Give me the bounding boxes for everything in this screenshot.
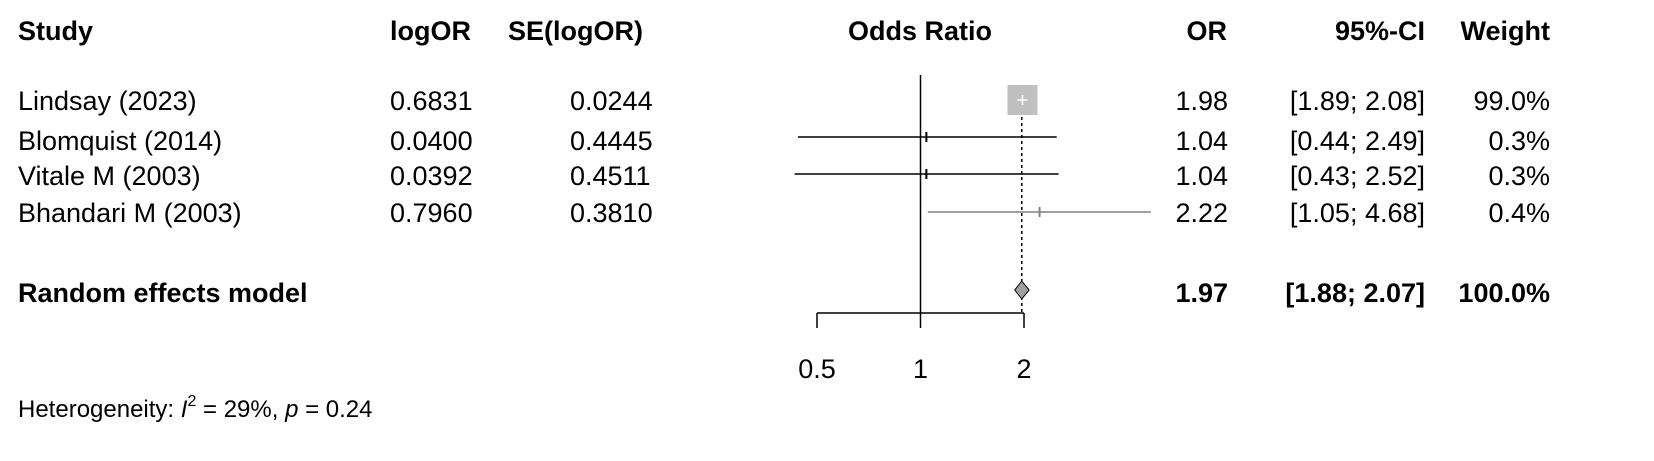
study-weight: 0.3% — [1488, 161, 1550, 191]
study-or: 1.04 — [1175, 161, 1228, 191]
study-row: Bhandari M (2003) 0.7960 0.3810 2.22 [1.… — [18, 198, 1550, 228]
x-tick-label: 0.5 — [798, 354, 836, 384]
header-ci: 95%-CI — [1335, 16, 1425, 46]
study-se: 0.0244 — [570, 86, 653, 116]
plot-area: 0.5 1 2 — [794, 75, 1151, 384]
study-se: 0.3810 — [570, 198, 653, 228]
study-weight: 99.0% — [1473, 86, 1550, 116]
study-se: 0.4445 — [570, 126, 653, 156]
study-row: Blomquist (2014) 0.0400 0.4445 1.04 [0.4… — [18, 126, 1550, 156]
header-logor: logOR — [390, 16, 471, 46]
study-row: Vitale M (2003) 0.0392 0.4511 1.04 [0.43… — [18, 161, 1550, 191]
study-logor: 0.6831 — [390, 86, 473, 116]
study-ci: [1.89; 2.08] — [1290, 86, 1425, 116]
study-row: Lindsay (2023) 0.6831 0.0244 1.98 [1.89;… — [18, 86, 1550, 116]
study-ci: [0.43; 2.52] — [1290, 161, 1425, 191]
study-se: 0.4511 — [570, 161, 651, 191]
heterogeneity-text: Heterogeneity: I2 = 29%, p = 0.24 — [18, 393, 373, 423]
study-ci: [1.05; 4.68] — [1290, 198, 1425, 228]
study-name: Lindsay (2023) — [18, 86, 197, 116]
study-name: Blomquist (2014) — [18, 126, 222, 156]
study-ci: [0.44; 2.49] — [1290, 126, 1425, 156]
summary-name: Random effects model — [18, 278, 308, 308]
study-or: 1.04 — [1175, 126, 1228, 156]
x-tick-label: 2 — [1016, 354, 1031, 384]
study-weight: 0.4% — [1488, 198, 1550, 228]
header-weight: Weight — [1461, 16, 1551, 46]
study-logor: 0.0392 — [390, 161, 473, 191]
header-odds-ratio: Odds Ratio — [848, 16, 992, 46]
summary-or: 1.97 — [1175, 278, 1228, 308]
study-or: 2.22 — [1175, 198, 1228, 228]
summary-weight: 100.0% — [1458, 278, 1550, 308]
x-tick-label: 1 — [913, 354, 928, 384]
study-logor: 0.7960 — [390, 198, 473, 228]
study-or: 1.98 — [1175, 86, 1228, 116]
summary-ci: [1.88; 2.07] — [1285, 278, 1425, 308]
header-or: OR — [1187, 16, 1228, 46]
study-weight: 0.3% — [1488, 126, 1550, 156]
summary-row: Random effects model 1.97 [1.88; 2.07] 1… — [18, 278, 1550, 308]
pooled-diamond — [1014, 280, 1030, 300]
header-se: SE(logOR) — [508, 16, 643, 46]
header-study: Study — [18, 16, 93, 46]
study-logor: 0.0400 — [390, 126, 473, 156]
study-name: Vitale M (2003) — [18, 161, 201, 191]
study-name: Bhandari M (2003) — [18, 198, 242, 228]
